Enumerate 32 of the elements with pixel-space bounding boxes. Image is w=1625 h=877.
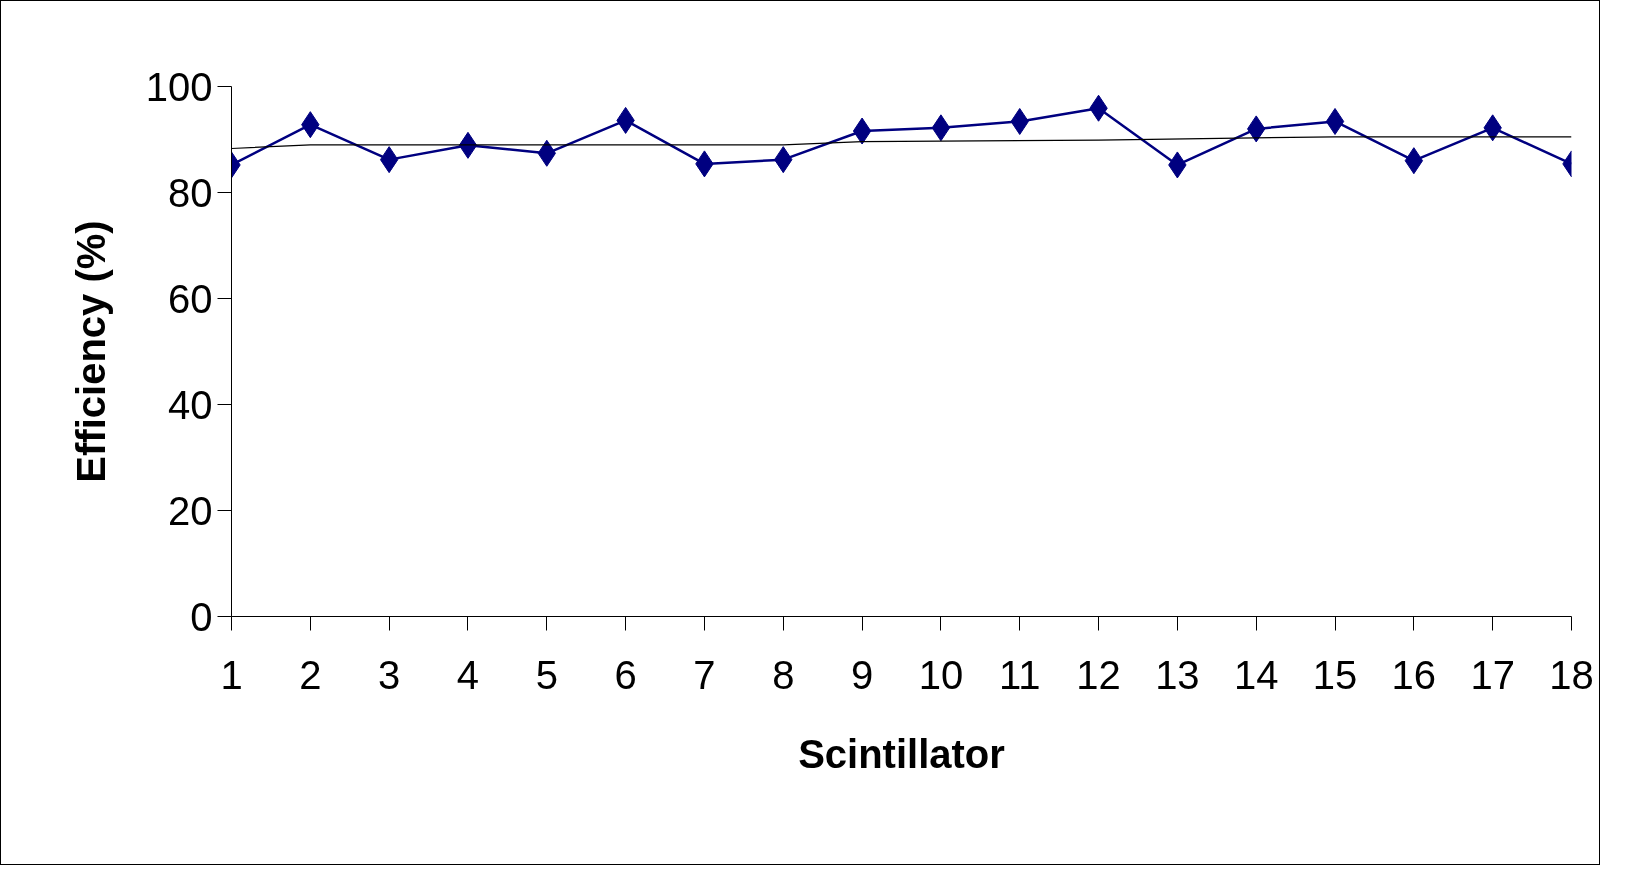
x-tick-label: 7 [693,652,716,697]
x-tick-label: 2 [299,652,322,697]
point [931,114,951,142]
x-tick-label: 18 [1549,652,1594,697]
y-tick-label: 0 [190,594,213,639]
x-tick-label: 9 [850,652,874,697]
point [852,117,872,145]
x-tick-label: 5 [535,652,558,697]
x-tick-label: 4 [456,652,480,697]
x-tick-label: 12 [1076,652,1121,697]
x-tick-label: 14 [1233,652,1279,697]
x-tick-label: 3 [378,652,401,697]
y-tick-label: 80 [168,170,213,215]
y-tick-label: 60 [168,276,213,321]
x-axis-title: Scintillator [798,731,1005,776]
x-tick-label: 17 [1470,652,1515,697]
point [458,131,478,159]
y-tick-label: 40 [168,382,213,427]
x-tick-label: 13 [1155,652,1200,697]
x-tick-label: 8 [772,652,795,697]
x-tick-label: 11 [998,652,1041,697]
x-tick-label: 10 [918,652,964,697]
y-tick-label: 100 [145,64,213,109]
y-axis-title: Efficiency (%) [68,220,113,483]
y-tick-label: 20 [168,488,213,533]
point [1325,107,1345,135]
x-tick-label: 16 [1391,652,1437,697]
x-tick-label: 6 [614,652,637,697]
x-tick-label: 15 [1312,652,1358,697]
point [1404,147,1424,175]
x-tick-label: 1 [220,652,243,697]
point [379,146,399,174]
